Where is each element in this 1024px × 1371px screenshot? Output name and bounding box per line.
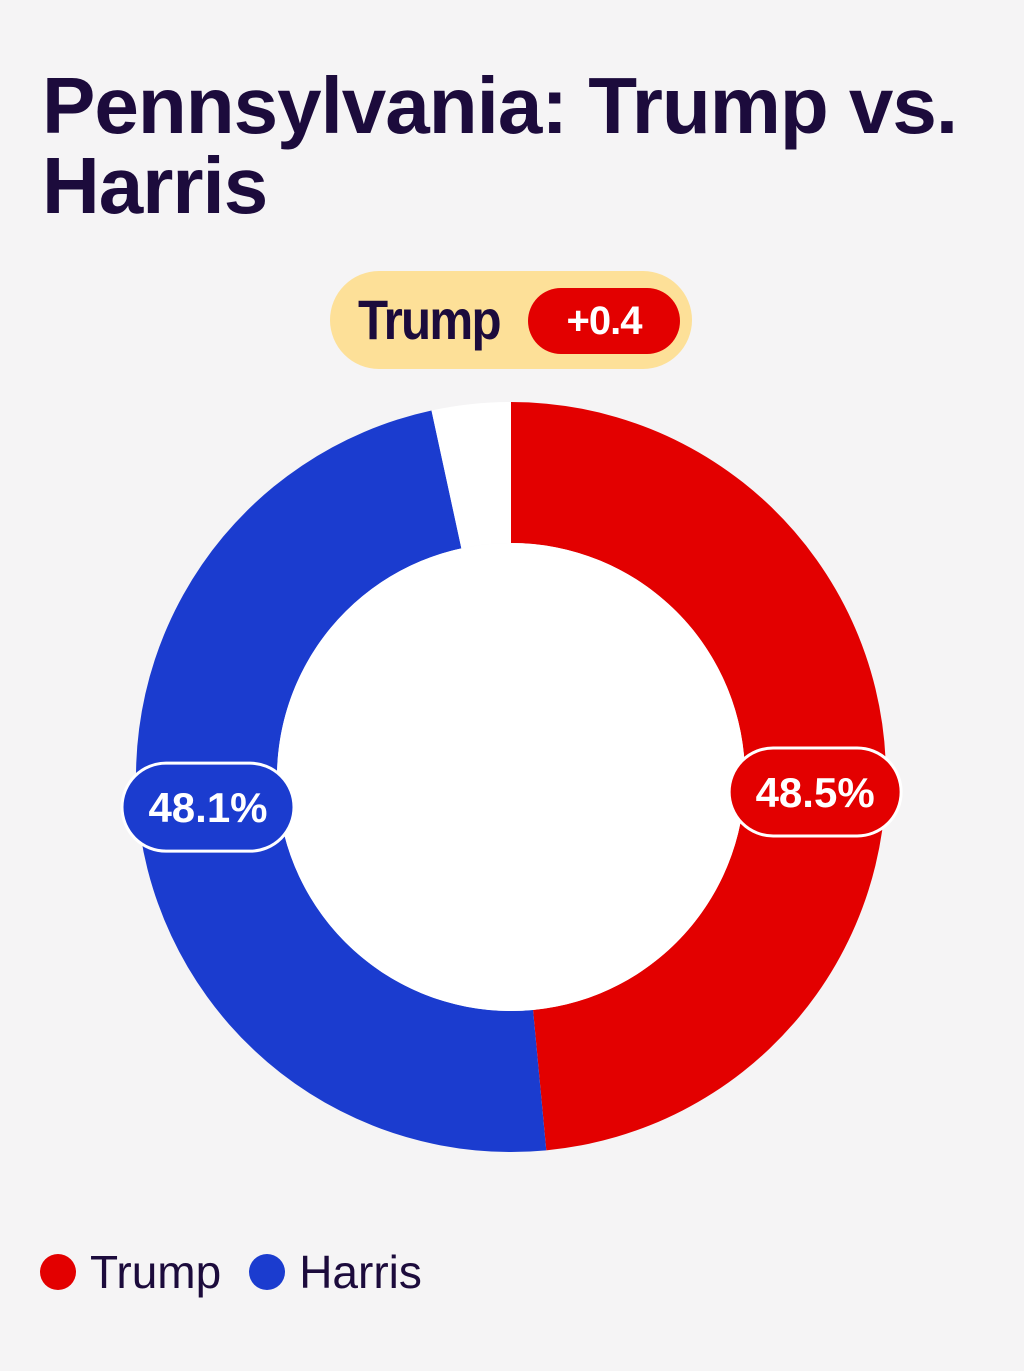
- lead-margin-badge: +0.4: [528, 288, 680, 354]
- data-label-trump: 48.5%: [727, 746, 903, 838]
- legend-item-trump: Trump: [40, 1244, 221, 1300]
- legend-dot-trump: [40, 1254, 76, 1290]
- data-label-harris: 48.1%: [120, 761, 296, 853]
- legend-dot-harris: [249, 1254, 286, 1290]
- slice-remainder: [431, 402, 511, 549]
- legend-item-harris: Harris: [249, 1244, 422, 1300]
- data-label-text-harris: 48.1%: [148, 784, 267, 831]
- legend-label-trump: Trump: [90, 1246, 222, 1298]
- data-label-bg-harris: [120, 761, 296, 853]
- slice-harris: [136, 410, 547, 1152]
- data-label-bg-trump: [727, 746, 903, 838]
- slice-trump: [511, 402, 886, 1151]
- legend-label-harris: Harris: [299, 1246, 422, 1298]
- chart-legend: Trump Harris: [40, 1244, 450, 1300]
- data-label-text-trump: 48.5%: [756, 769, 875, 816]
- lead-candidate-label: Trump: [358, 288, 502, 351]
- chart-title: Pennsylvania: Trump vs. Harris: [42, 61, 958, 230]
- donut-hole: [277, 543, 745, 1011]
- donut-chart: 48.5% 48.1%: [120, 402, 903, 1152]
- lead-badge: Trump +0.4: [330, 271, 692, 369]
